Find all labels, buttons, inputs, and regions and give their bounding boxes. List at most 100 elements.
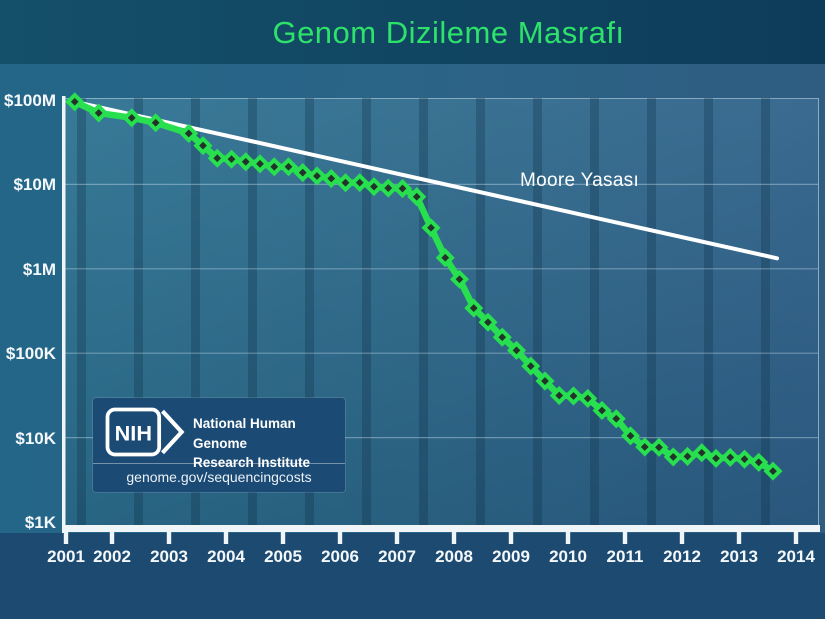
year-band-separator <box>704 98 713 526</box>
x-tick <box>793 532 799 544</box>
data-point <box>649 437 669 457</box>
institute-name-line2: Research Institute <box>193 455 311 471</box>
data-point <box>278 157 299 177</box>
data-point <box>193 136 213 156</box>
data-point <box>692 443 712 463</box>
x-axis-label: 2006 <box>321 547 359 566</box>
data-point <box>734 449 755 469</box>
x-axis-label: 2011 <box>606 547 644 566</box>
data-point <box>146 113 166 133</box>
y-axis-label: $10M <box>13 175 56 195</box>
y-axis-label: $100M <box>4 91 56 110</box>
year-band-separator <box>134 98 143 526</box>
y-axis <box>62 96 66 533</box>
data-point <box>307 166 327 186</box>
header-band <box>0 0 825 64</box>
data-point <box>407 187 427 207</box>
x-axis <box>62 525 820 532</box>
y-axis-label: $1K <box>24 513 56 532</box>
y-axis-label: $100K <box>5 344 56 364</box>
year-band-separator <box>305 98 314 526</box>
x-axis-label: 2001 <box>47 547 85 566</box>
data-point <box>606 409 626 429</box>
data-point <box>464 298 484 318</box>
data-point <box>635 437 655 457</box>
chart-title: Genom Dizileme Masrafı <box>272 15 625 50</box>
x-tick <box>451 532 457 544</box>
institute-name-line1: National Human Genome <box>193 416 296 451</box>
nih-chevron-icon <box>160 409 185 455</box>
data-point <box>293 163 313 183</box>
data-point <box>578 388 598 409</box>
x-tick <box>508 532 514 544</box>
nih-logo-icon: NIH <box>105 407 185 457</box>
x-axis-label: 2007 <box>378 547 416 566</box>
data-point <box>749 452 769 472</box>
x-tick <box>565 532 571 544</box>
y-axis-label: $1M <box>22 259 56 279</box>
x-tick <box>394 532 400 544</box>
data-point <box>492 327 512 347</box>
data-point <box>122 108 142 128</box>
data-point <box>321 168 341 189</box>
data-point <box>549 385 569 406</box>
data-point <box>421 218 441 238</box>
data-point <box>250 154 270 174</box>
data-point <box>364 177 384 197</box>
year-band-separator <box>419 98 428 526</box>
x-tick <box>337 532 343 544</box>
institute-name: National Human Genome Research Institute <box>193 414 341 473</box>
data-point <box>663 447 683 467</box>
x-tick <box>63 532 69 544</box>
x-axis-label: 2002 <box>93 547 131 566</box>
data-point <box>392 179 413 199</box>
data-point <box>449 269 470 289</box>
data-point <box>620 426 641 446</box>
moore-law-label: Moore Yasası <box>520 170 640 191</box>
year-band-separator <box>362 98 371 526</box>
data-point <box>506 340 527 360</box>
year-band-separator <box>590 98 599 526</box>
data-point <box>720 447 740 467</box>
data-point <box>521 356 541 376</box>
x-axis-label: 2008 <box>435 547 473 566</box>
year-band-separator <box>248 98 257 526</box>
nih-acronym: NIH <box>115 420 152 445</box>
data-point <box>335 173 356 193</box>
data-point <box>65 92 85 112</box>
x-tick <box>679 532 685 544</box>
x-tick <box>166 532 172 544</box>
x-axis-label: 2009 <box>492 547 530 566</box>
data-point <box>221 149 242 169</box>
x-axis-label: 2010 <box>549 547 587 566</box>
data-point <box>763 461 783 481</box>
data-point <box>207 148 227 168</box>
data-point <box>236 152 256 172</box>
year-band-separator <box>647 98 656 526</box>
year-band-separator <box>533 98 542 526</box>
data-point <box>677 446 698 466</box>
source-url[interactable]: genome.gov/sequencingcosts <box>93 463 345 492</box>
data-point <box>563 386 584 406</box>
data-point <box>179 123 199 143</box>
x-axis-label: 2013 <box>720 547 758 566</box>
x-tick <box>223 532 229 544</box>
x-axis-label: 2005 <box>264 547 302 566</box>
x-tick <box>622 532 628 544</box>
data-point <box>350 173 370 193</box>
x-axis-label: 2004 <box>207 547 245 566</box>
x-tick <box>109 532 115 544</box>
x-tick <box>736 532 742 544</box>
x-axis-label: 2014 <box>777 547 815 566</box>
year-band-separator <box>761 98 770 526</box>
year-band-separator <box>191 98 200 526</box>
data-point <box>478 312 498 332</box>
data-point <box>435 248 455 268</box>
data-point <box>378 178 398 198</box>
data-point <box>264 157 284 177</box>
year-band-separator <box>77 98 86 526</box>
x-tick <box>280 532 286 544</box>
x-axis-label: 2012 <box>663 547 701 566</box>
nhgri-badge: NIH National Human Genome Research Insti… <box>93 398 345 492</box>
